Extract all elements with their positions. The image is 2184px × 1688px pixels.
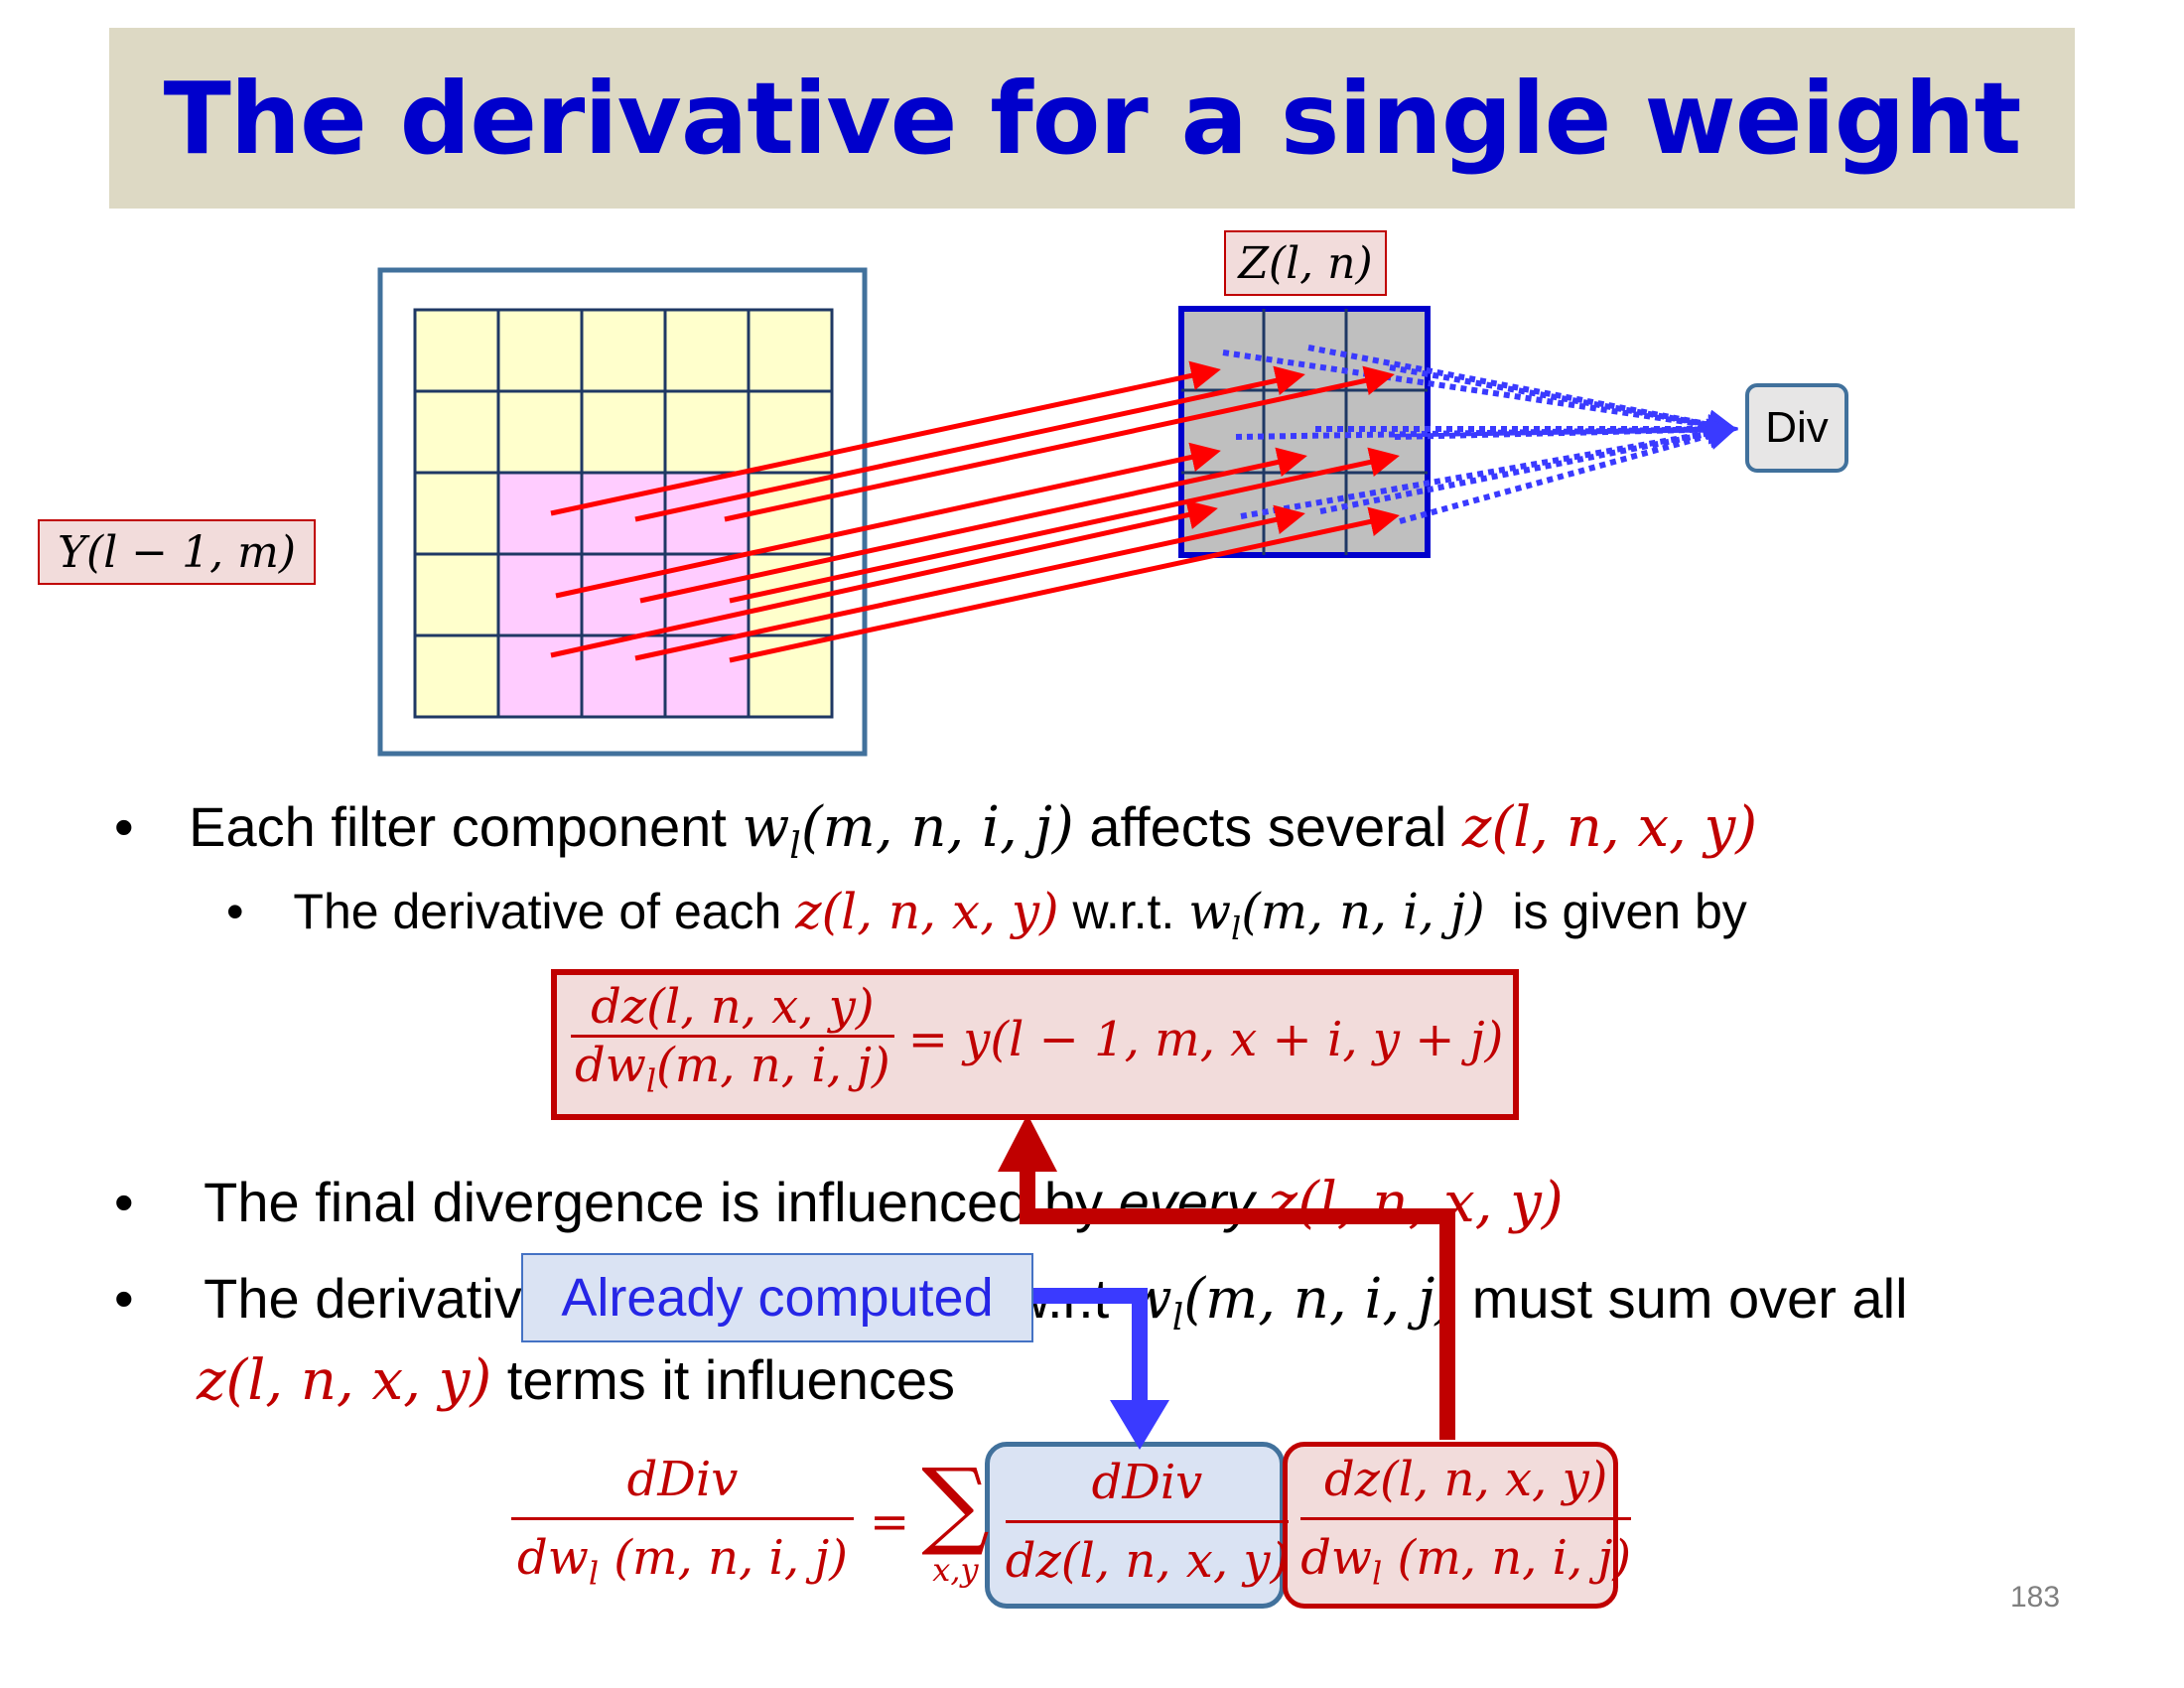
local-derivative-term-box (1283, 1442, 1618, 1609)
input-cell (747, 308, 834, 393)
bullet-dot: • (114, 1267, 134, 1330)
bullet-dot: • (226, 884, 244, 939)
slide-title: The derivative for a single weight (163, 60, 2022, 177)
receptive-field-cell (496, 633, 584, 719)
bullet-dot: • (114, 795, 134, 858)
already-computed-term-box (985, 1442, 1285, 1609)
div-node: Div (1745, 383, 1848, 473)
y-map-label: Y(l − 1, m) (38, 519, 316, 585)
blue-callout-arrow (1032, 1288, 1148, 1400)
input-cell (413, 389, 500, 475)
input-cell (496, 389, 584, 475)
blue-dotted-arrows (1222, 345, 1738, 524)
term2-fraction: dz(l, n, x, y) dwl (m, n, i, j) (1300, 1451, 1632, 1593)
bullet-1: • Each filter component wl(m, n, i, j) a… (114, 795, 1758, 868)
input-cell (663, 308, 751, 393)
eq1-fraction: dz(l, n, x, y) dwl(m, n, i, j) (571, 979, 894, 1100)
receptive-field-cell (496, 471, 584, 556)
already-computed-callout: Already computed (521, 1253, 1033, 1342)
z-map-label: Z(l, n) (1224, 230, 1387, 296)
term1-fraction: dDiv dz(l, n, x, y) (1005, 1455, 1290, 1589)
blue-arrow-head (1110, 1400, 1169, 1450)
lhs-fraction: dDiv dwl (m, n, i, j) (511, 1452, 854, 1592)
red-arrow-head (998, 1114, 1057, 1172)
sub-bullet-1: • The derivative of each z(l, n, x, y) w… (226, 883, 1747, 947)
red-feedback-arrow (1020, 1172, 1455, 1440)
receptive-field-cell (580, 633, 667, 719)
page-number: 183 (2010, 1581, 2061, 1614)
bullet-3-line-2: z(l, n, x, y) terms it influences (197, 1348, 956, 1413)
input-cell (663, 389, 751, 475)
input-grid (413, 308, 834, 719)
title-bar (109, 28, 2075, 209)
sum-equation: dDiv dwl (m, n, i, j) = ∑ x,y dDiv dz(l,… (511, 1440, 1632, 1604)
input-cell (413, 552, 500, 637)
red-arrows (550, 360, 1400, 663)
bullet-dot: • (114, 1171, 134, 1233)
summation-symbol: ∑ (921, 1447, 990, 1559)
derivative-equation-box (551, 969, 1519, 1120)
input-cell (413, 471, 500, 556)
convolution-diagram (377, 267, 1738, 757)
derivative-equation: dz(l, n, x, y) dwl(m, n, i, j) = y(l − 1… (571, 975, 1503, 1104)
